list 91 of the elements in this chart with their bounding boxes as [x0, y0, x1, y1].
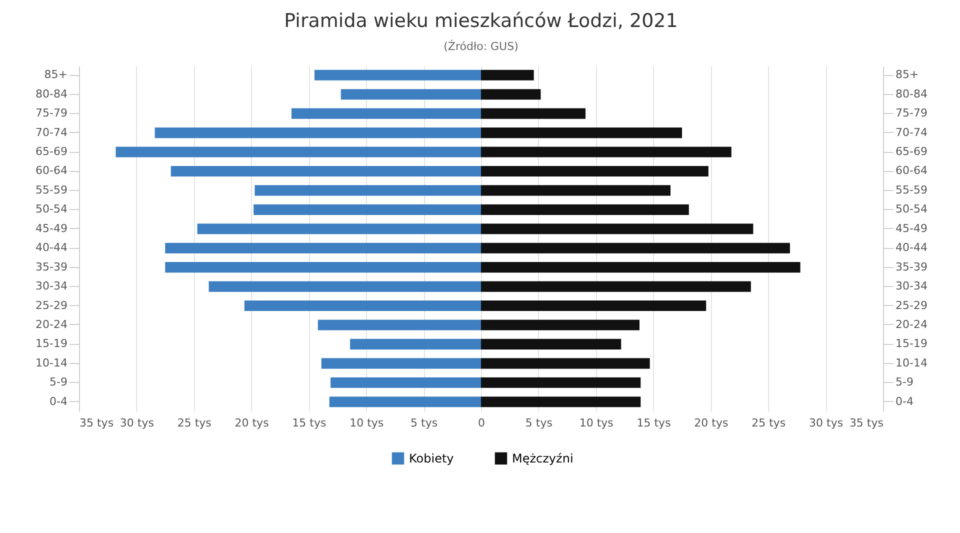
x-tick-label: 35 tys	[80, 416, 114, 430]
category-label: 80-84	[896, 87, 928, 100]
category-label: 65-69	[896, 145, 928, 158]
x-tick-label: 15 tys	[292, 416, 326, 430]
bar	[165, 242, 481, 254]
category-label: 35-39	[896, 260, 928, 274]
bar	[481, 300, 706, 312]
category-label: 45-49	[896, 222, 928, 235]
category-label: 15-19	[896, 337, 928, 350]
category-label: 60-64	[896, 164, 928, 178]
x-tick-label: 10 tys	[350, 416, 384, 430]
category-label: 0-4	[896, 394, 914, 408]
category-label: 70-74	[896, 126, 928, 139]
legend-label: Kobiety	[409, 451, 454, 466]
bar	[165, 262, 481, 273]
bar	[481, 224, 754, 234]
x-tick-label: 30 tys	[809, 416, 844, 430]
chart-subtitle: (Źródło: GUS)	[444, 39, 518, 53]
category-label: 85+	[896, 68, 919, 82]
bar	[481, 242, 790, 254]
y-tick-label: 40-44	[36, 241, 68, 254]
category-label: 20-24	[896, 318, 928, 331]
x-tick-label: 5 tys	[525, 416, 553, 430]
y-tick-label: 80-84	[36, 87, 68, 100]
bar	[481, 166, 708, 177]
bar	[208, 281, 481, 292]
bar	[244, 300, 481, 312]
bar	[481, 338, 622, 350]
x-tick-label: 20 tys	[694, 416, 728, 430]
y-tick-label: 10-14	[36, 356, 68, 370]
y-tick-label: 75-79	[36, 106, 68, 120]
x-tick-label: 30 tys	[120, 416, 154, 430]
category-label: 5-9	[896, 376, 914, 389]
bar	[318, 320, 481, 330]
bar	[481, 204, 689, 215]
x-tick-label: 25 tys	[177, 416, 212, 430]
bar	[291, 108, 481, 119]
category-label: 75-79	[896, 106, 928, 120]
x-tick-label: 5 tys	[410, 416, 438, 430]
bar	[481, 185, 671, 196]
x-tick-label: 35 tys	[849, 416, 884, 430]
category-label: 25-29	[896, 298, 928, 312]
bar	[330, 377, 481, 388]
y-tick-label: 20-24	[36, 318, 68, 331]
bar	[170, 166, 481, 177]
y-tick-label: 15-19	[36, 337, 68, 350]
y-tick-label: 0-4	[50, 394, 68, 408]
bar	[481, 108, 586, 119]
y-tick-label: 65-69	[36, 145, 68, 158]
y-tick-label: 55-59	[36, 183, 68, 196]
bar	[116, 146, 481, 158]
bar	[481, 89, 541, 100]
bar	[481, 377, 641, 388]
bar	[254, 204, 481, 215]
bar	[329, 396, 481, 408]
bar	[481, 320, 640, 330]
x-tick-label: 0	[478, 416, 485, 430]
bar	[340, 89, 481, 100]
bar	[314, 70, 481, 80]
category-label: 55-59	[896, 183, 928, 196]
y-tick-label: 30-34	[36, 280, 68, 293]
y-tick-label: 25-29	[36, 298, 68, 312]
bar	[321, 358, 481, 369]
bar	[350, 338, 481, 350]
y-tick-label: 70-74	[36, 126, 68, 139]
bar	[481, 146, 732, 158]
chart-title: Piramida wieku mieszkańców Łodzi, 2021	[284, 10, 678, 32]
y-tick-label: 5-9	[50, 376, 68, 389]
y-tick-label: 85+	[44, 68, 68, 82]
bar	[154, 128, 481, 138]
bar	[481, 128, 682, 138]
y-tick-label: 35-39	[36, 260, 68, 274]
x-tick-label: 10 tys	[579, 416, 614, 430]
bar	[481, 396, 641, 408]
y-tick-label: 45-49	[36, 222, 68, 235]
x-tick-label: 20 tys	[234, 416, 270, 430]
x-tick-label: 25 tys	[752, 416, 786, 430]
bar	[481, 358, 650, 369]
legend-label: Mężczyźni	[512, 451, 574, 466]
category-label: 50-54	[896, 202, 928, 216]
x-tick-label: 15 tys	[636, 416, 672, 430]
bar	[481, 70, 534, 80]
category-label: 10-14	[896, 356, 928, 370]
bar	[197, 224, 481, 234]
y-tick-label: 50-54	[36, 202, 68, 216]
category-label: 40-44	[896, 241, 928, 254]
bar	[481, 262, 800, 273]
bar	[481, 281, 751, 292]
y-tick-label: 60-64	[36, 164, 68, 178]
category-label: 30-34	[896, 280, 928, 293]
bar	[254, 185, 481, 196]
